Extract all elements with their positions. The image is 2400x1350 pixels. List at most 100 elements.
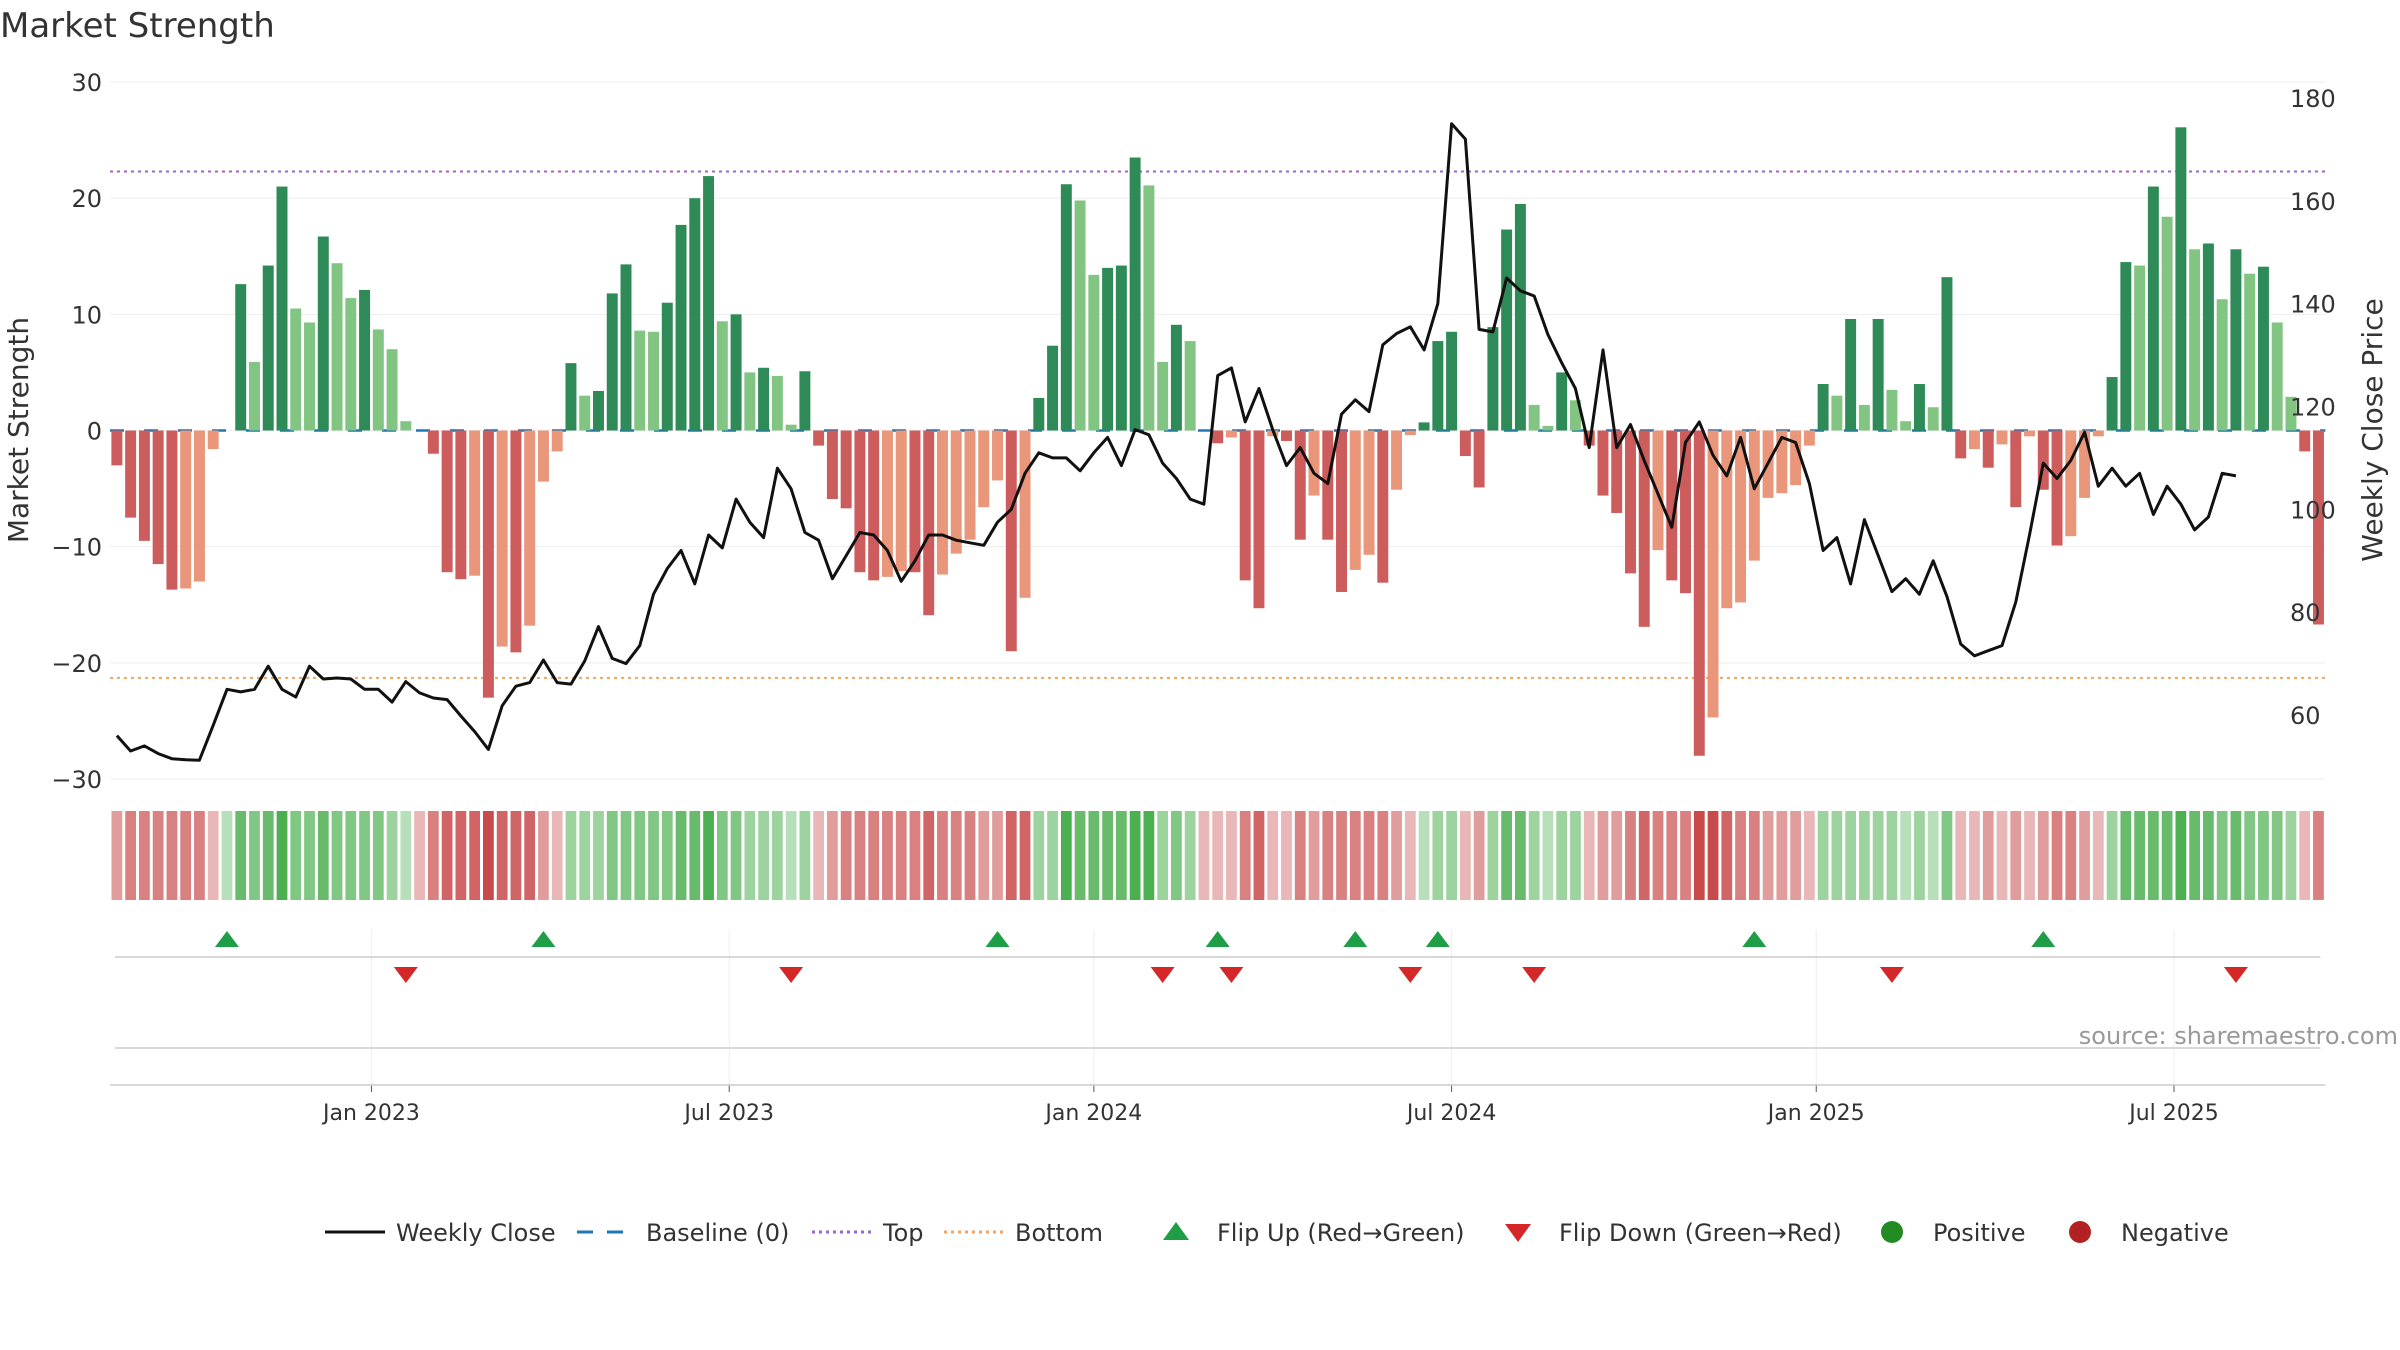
signal-strip-cell	[276, 811, 288, 900]
signal-strip-cell	[414, 811, 425, 900]
signal-strip-cell	[758, 811, 769, 900]
strength-bar	[1886, 389, 1898, 431]
strength-bar	[771, 375, 783, 431]
signal-strip-cell	[840, 811, 852, 900]
signal-strip-cell	[2037, 811, 2049, 900]
strength-bar	[1005, 430, 1017, 652]
signal-strip-cell	[882, 811, 893, 900]
y-tick-label: 20	[71, 185, 102, 213]
strength-bar	[2161, 216, 2173, 431]
strength-bar	[1308, 430, 1320, 496]
strength-bar	[2051, 430, 2063, 546]
signal-strip-cell	[1184, 811, 1196, 900]
strength-bar	[1363, 430, 1375, 555]
strength-bar	[1239, 430, 1251, 581]
strength-bar	[1872, 318, 1884, 431]
signal-strip-cell	[1914, 811, 1925, 900]
signal-strip-cell	[345, 811, 357, 900]
signal-strip-cell	[1157, 811, 1169, 900]
legend-label: Weekly Close	[396, 1219, 556, 1247]
signal-strip-cell	[854, 811, 866, 900]
strength-bar	[1377, 430, 1389, 583]
signal-strip-cell	[1005, 811, 1017, 900]
signal-strip-cell	[262, 811, 274, 900]
signal-strip-cell	[1515, 811, 1526, 900]
signal-strip-cell	[1776, 811, 1788, 900]
signal-strip-cell	[1817, 811, 1829, 900]
signal-strip-cell	[2189, 811, 2201, 900]
signal-strip-cell	[964, 811, 976, 900]
strength-bar	[469, 430, 481, 576]
strength-bar	[2079, 430, 2091, 498]
signal-strip-cell	[1019, 811, 1031, 900]
strength-bar	[1074, 200, 1086, 431]
signal-strip-cell	[1955, 811, 1967, 900]
signal-strip-cell	[2203, 811, 2214, 900]
strength-bar	[703, 176, 715, 431]
y-tick-label: −30	[51, 766, 102, 794]
signal-strip-cell	[139, 811, 150, 900]
strength-bar	[937, 430, 948, 575]
signal-strip-cell	[2092, 811, 2104, 900]
legend: Weekly Close Baseline (0) Top Bottom Flip Up…	[325, 1219, 2229, 1247]
signal-strip-cell	[1638, 811, 1650, 900]
strength-bar	[716, 321, 728, 431]
flip-down-marker	[2223, 967, 2248, 983]
strength-bar	[1060, 184, 1072, 431]
strength-bar	[1982, 430, 1994, 468]
strength-bar	[2065, 430, 2077, 537]
strength-bar	[180, 430, 192, 589]
strength-bar	[1487, 327, 1499, 431]
signal-strip-cell	[2051, 811, 2063, 900]
strength-bar	[111, 430, 123, 466]
strength-bar	[1446, 331, 1458, 431]
strength-bar	[593, 391, 604, 431]
signal-strip-cell	[1570, 811, 1581, 900]
strength-bar	[620, 264, 632, 431]
x-tick-label: Jan 2023	[321, 1101, 420, 1126]
strength-bar	[1170, 324, 1182, 431]
strength-bar	[730, 314, 742, 431]
strength-bar	[565, 363, 577, 431]
signal-strip-cell	[661, 811, 673, 900]
signal-strip-cell	[1611, 811, 1623, 900]
signal-strip-cell	[2106, 811, 2118, 900]
strength-bar	[2313, 430, 2324, 625]
y2-tick-label: 180	[2290, 85, 2336, 113]
strength-bar	[496, 430, 508, 647]
signal-strip-cell	[1294, 811, 1306, 900]
signal-strip-cell	[1927, 811, 1939, 900]
y2-axis-label: Weekly Close Price	[2356, 298, 2389, 561]
strength-bar	[826, 430, 838, 500]
signal-strip-cell	[1803, 811, 1815, 900]
signal-strip-cell	[1473, 811, 1485, 900]
signal-strip-cell	[1982, 811, 1994, 900]
signal-strip-cell	[1845, 811, 1857, 900]
signal-strip-cell	[1391, 811, 1402, 900]
strength-bar	[1225, 430, 1237, 438]
strength-bar	[2202, 243, 2214, 431]
strength-bar	[1336, 430, 1347, 592]
signal-strip-cell	[1115, 811, 1127, 900]
strength-bar	[1501, 229, 1513, 431]
signal-strip-cell	[648, 811, 659, 900]
signal-strip-cell	[1060, 811, 1072, 900]
strength-bar	[524, 430, 536, 626]
flip-up-marker	[1425, 931, 1450, 947]
strength-bar	[992, 430, 1003, 481]
signal-strip-cell	[868, 811, 880, 900]
strength-bar	[427, 430, 439, 454]
strength-bar	[1157, 361, 1169, 431]
signal-strip-cell	[1363, 811, 1375, 900]
legend-label: Positive	[1933, 1219, 2026, 1247]
signal-strip-cell	[1886, 811, 1898, 900]
strength-bar	[2257, 266, 2269, 431]
flip-markers	[214, 931, 2248, 983]
signal-strip-cell	[703, 811, 714, 900]
x-tick-label: Jul 2024	[1405, 1101, 1497, 1126]
strength-bar	[2216, 299, 2228, 431]
strength-bar	[1625, 430, 1636, 574]
y2-tick-label: 160	[2290, 188, 2336, 216]
